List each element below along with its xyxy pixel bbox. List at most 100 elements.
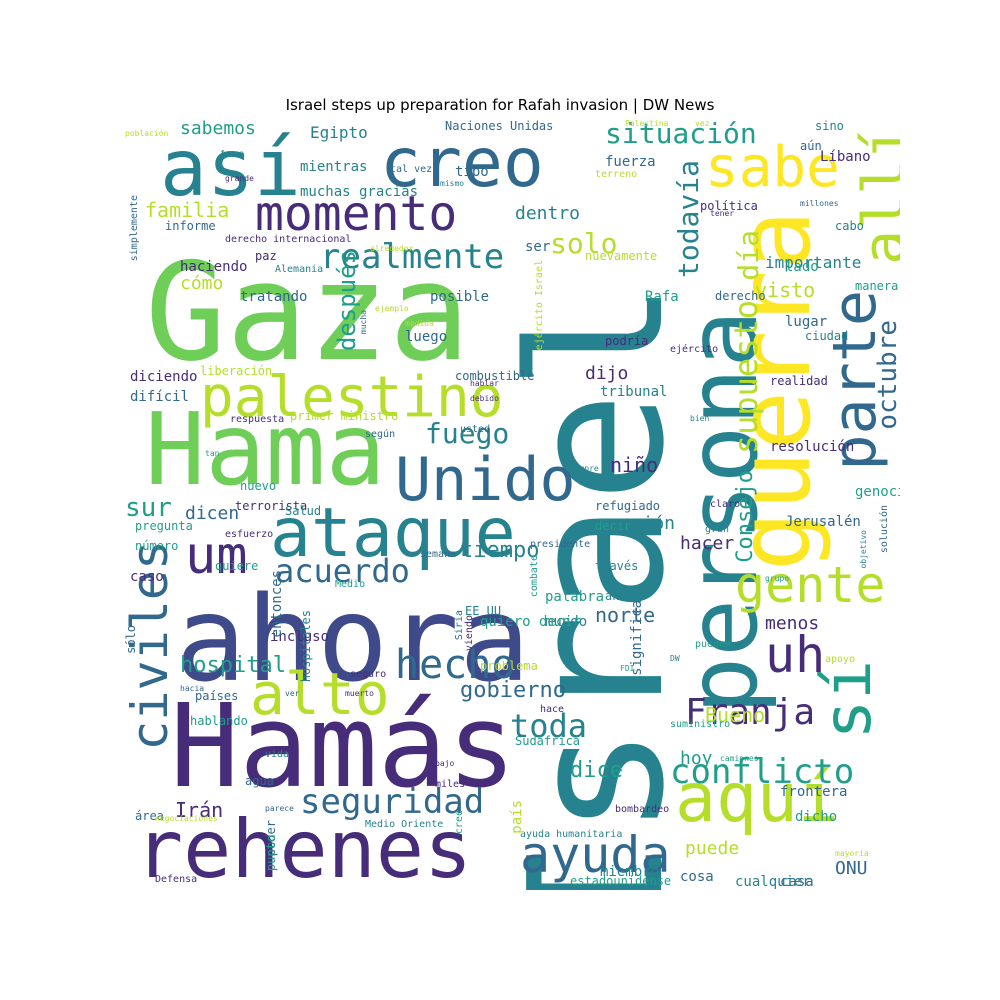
word-cloud-word: quiero decir: [480, 614, 582, 630]
word-cloud-word: bombardeo: [615, 804, 670, 815]
word-cloud-word: liberación: [200, 364, 273, 378]
word-cloud-word: familia: [145, 198, 230, 222]
word-cloud-word: miembro: [600, 864, 660, 880]
word-cloud-word: solución: [879, 505, 890, 554]
word-cloud-word: realidad: [770, 374, 828, 388]
word-cloud-word: toda: [510, 707, 588, 745]
word-cloud-word: supuesto: [727, 300, 765, 455]
word-cloud-word: bien: [690, 414, 710, 423]
word-cloud-word: seguridad: [300, 782, 485, 822]
word-cloud-word: sino: [815, 120, 844, 133]
word-cloud-word: año: [605, 589, 627, 603]
word-cloud-word: negociaciones: [155, 814, 218, 823]
word-cloud-word: sabemos: [180, 120, 256, 139]
chart-title: Israel steps up preparation for Rafah in…: [285, 96, 715, 114]
word-cloud-word: niño: [610, 453, 659, 477]
word-cloud-word: visto: [755, 278, 816, 302]
word-cloud-word: objetivo: [859, 530, 868, 569]
word-cloud-word: rehenes: [135, 803, 473, 890]
word-cloud-word: Consejo: [733, 470, 758, 563]
word-cloud-word: Egipto: [310, 123, 368, 142]
word-cloud-word: Sudáfrica: [515, 734, 581, 748]
word-cloud-word: Franja: [685, 692, 816, 733]
word-cloud-word: región: [610, 513, 676, 534]
word-cloud-word: ser: [525, 239, 551, 255]
word-cloud-word: viendo: [464, 615, 475, 652]
word-cloud-word: podría: [605, 334, 649, 348]
word-cloud-word: dicho: [795, 809, 838, 825]
word-cloud-word: medida: [405, 319, 434, 328]
word-cloud-word: puede: [685, 838, 740, 859]
word-cloud-word: hoy: [680, 748, 713, 769]
word-cloud-word: punto: [264, 835, 278, 872]
word-cloud-word: tratando: [240, 289, 308, 305]
word-cloud-word: Siria: [454, 610, 465, 641]
word-cloud-word: Gaza: [145, 234, 471, 391]
word-cloud-word: cosa: [680, 869, 714, 885]
word-cloud-word: fuego: [425, 417, 510, 450]
word-cloud-word: mayoría: [835, 849, 869, 858]
word-cloud-word: simplemente: [129, 195, 140, 262]
word-cloud-word: respuesta: [230, 414, 285, 425]
word-cloud-word: cualquier: [735, 874, 811, 890]
word-cloud-word: ejército: [670, 344, 719, 355]
word-cloud-word: haciendo: [180, 259, 248, 275]
word-cloud-word: tal vez: [390, 164, 433, 175]
word-cloud-word: sabe: [705, 135, 840, 200]
word-cloud-word: combate: [529, 555, 540, 598]
word-cloud-word: hecho: [395, 642, 516, 688]
word-cloud-word: ataque: [270, 494, 516, 573]
word-cloud-word: lado: [785, 259, 819, 275]
word-cloud-word: quiere: [215, 559, 259, 573]
word-cloud-word: terrorista: [235, 499, 308, 513]
word-cloud-word: países: [195, 689, 239, 703]
word-cloud-word: norte: [595, 603, 656, 627]
word-cloud-word: debido: [470, 394, 499, 403]
word-cloud-word: vida: [265, 749, 290, 760]
word-cloud-word: camiones: [720, 754, 759, 763]
word-cloud-word: hacia: [180, 684, 205, 693]
word-cloud-word: entonces: [269, 570, 285, 638]
word-cloud-word: allí: [850, 125, 900, 265]
word-cloud-word: grupo: [765, 574, 790, 583]
word-cloud-word: gobierno: [460, 678, 566, 703]
word-cloud-word: dijo: [585, 363, 629, 384]
word-cloud-word: palabra: [545, 589, 605, 605]
word-cloud-word: Hama: [145, 391, 386, 508]
word-cloud-word: alrededor: [370, 244, 414, 253]
word-cloud-word: política: [700, 199, 758, 213]
word-cloud-word: parece: [265, 804, 294, 813]
word-cloud-word: grande: [225, 174, 254, 183]
word-cloud-word: día: [732, 230, 765, 281]
word-cloud-word: tan: [205, 449, 220, 458]
word-cloud-word: mientras: [300, 159, 368, 175]
word-cloud-word: millones: [800, 199, 839, 208]
word-cloud-word: gente: [735, 556, 886, 614]
word-cloud-word: todavía: [672, 160, 705, 279]
word-cloud-word: después: [333, 250, 361, 352]
word-cloud-word: ONU: [835, 858, 868, 879]
word-cloud-word: Irán: [175, 798, 224, 822]
word-cloud-word: dicen: [185, 503, 240, 524]
word-cloud-word: Salud: [285, 504, 322, 518]
word-cloud-word: muerto: [345, 689, 374, 698]
word-cloud-word: ciudad: [805, 329, 849, 343]
word-cloud-word: genocidio: [855, 484, 900, 500]
word-cloud-word: Palestina: [625, 120, 669, 128]
word-cloud-word: dice: [570, 758, 623, 783]
word-cloud-word: estadounidense: [570, 874, 672, 888]
word-cloud-word: ayuda: [520, 826, 671, 884]
word-cloud-word: frontera: [780, 784, 848, 800]
word-cloud-word: sur: [125, 493, 172, 523]
word-cloud-word: presidente: [530, 539, 591, 550]
word-cloud-word: sólo: [125, 625, 138, 654]
word-cloud-word: aún: [800, 139, 822, 153]
word-cloud-word: Defensa: [155, 874, 198, 885]
word-cloud-word: lugar: [785, 314, 828, 330]
word-cloud-word: terreno: [595, 169, 638, 180]
word-cloud-word: mundo: [545, 614, 588, 630]
word-cloud-word: según: [365, 429, 396, 440]
word-cloud: Gaza Israel ahora Hamás persona guerra Hama reh…: [125, 120, 900, 890]
word-cloud-word: Rafa: [645, 289, 679, 305]
word-cloud-word: alto: [250, 660, 390, 728]
